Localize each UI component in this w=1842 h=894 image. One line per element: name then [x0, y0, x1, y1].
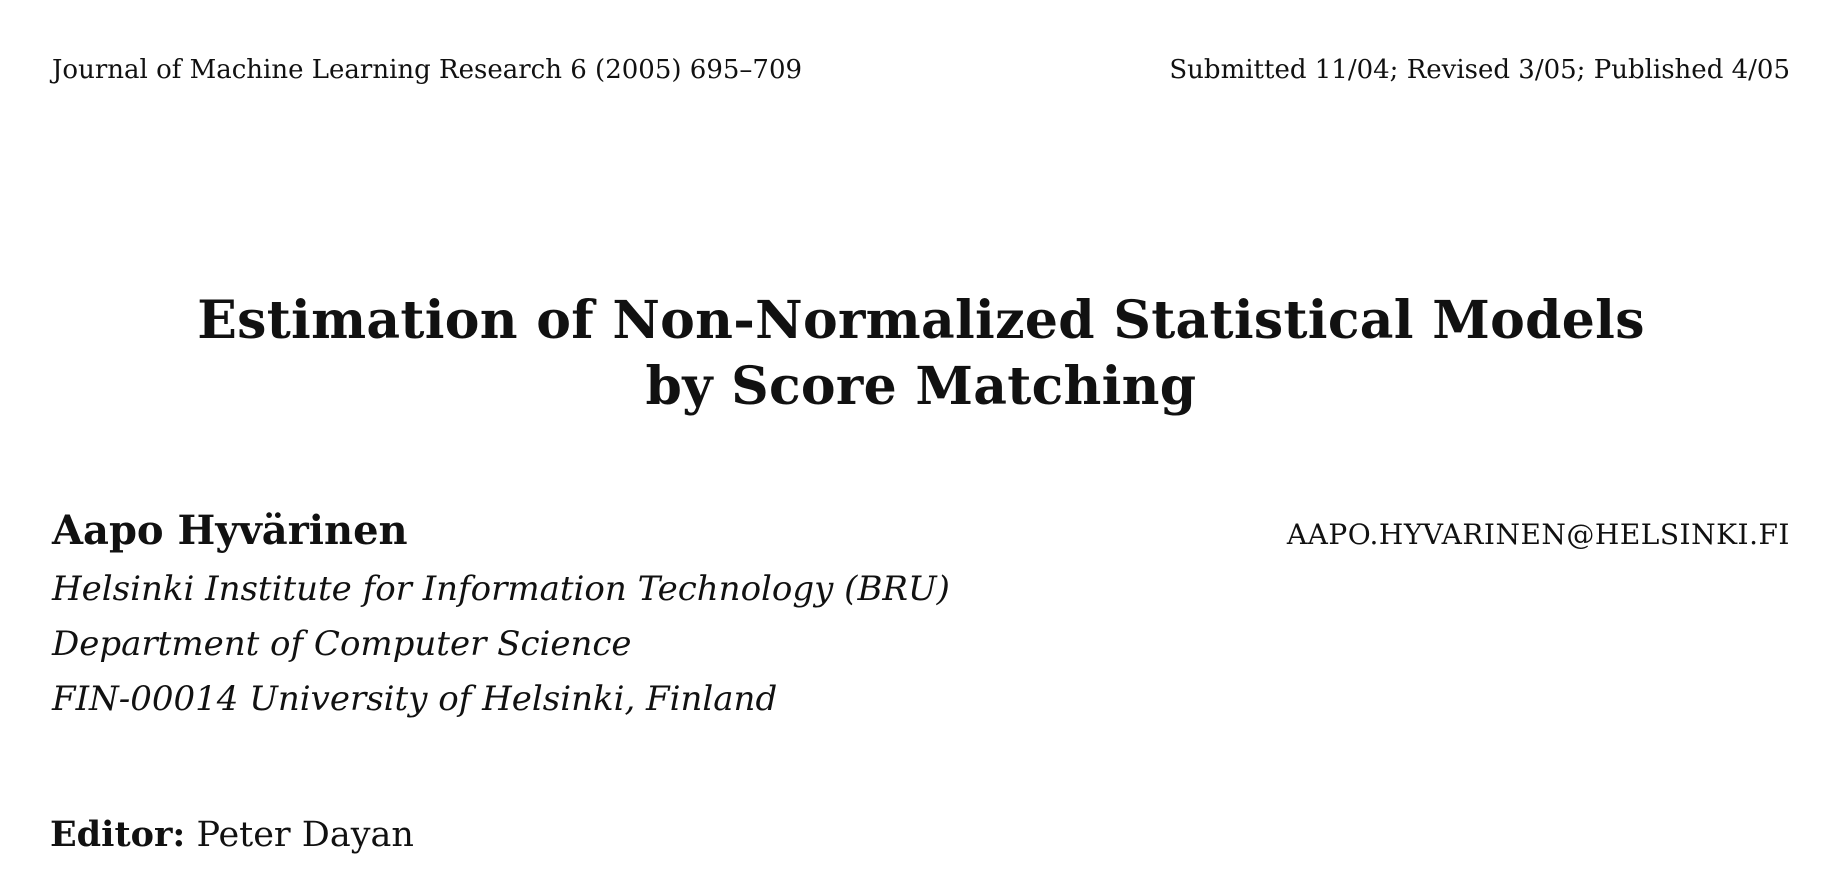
editor-name: Peter Dayan [196, 815, 414, 855]
journal-citation: Journal of Machine Learning Research 6 (… [52, 55, 803, 85]
title-line-1: Estimation of Non-Normalized Statistical… [197, 290, 1645, 351]
editor-line: Editor: Peter Dayan [50, 812, 414, 858]
affiliation-department: Department of Computer Science [52, 624, 632, 664]
author-block: Aapo Hyvärinen AAPO.HYVARINEN@HELSINKI.F… [52, 505, 1790, 561]
affiliation-institute: Helsinki Institute for Information Techn… [52, 569, 950, 609]
affiliation-university: FIN-00014 University of Helsinki, Finlan… [52, 679, 778, 719]
author-affiliations: Helsinki Institute for Information Techn… [52, 562, 950, 727]
editor-label: Editor: [50, 814, 186, 855]
submission-history: Submitted 11/04; Revised 3/05; Published… [1169, 55, 1790, 85]
journal-header: Journal of Machine Learning Research 6 (… [52, 50, 1790, 90]
title-line-2: by Score Matching [645, 356, 1197, 417]
paper-title: Estimation of Non-Normalized Statistical… [0, 288, 1842, 420]
author-email: AAPO.HYVARINEN@HELSINKI.FI [1286, 518, 1790, 551]
author-name: Aapo Hyvärinen [52, 507, 408, 554]
